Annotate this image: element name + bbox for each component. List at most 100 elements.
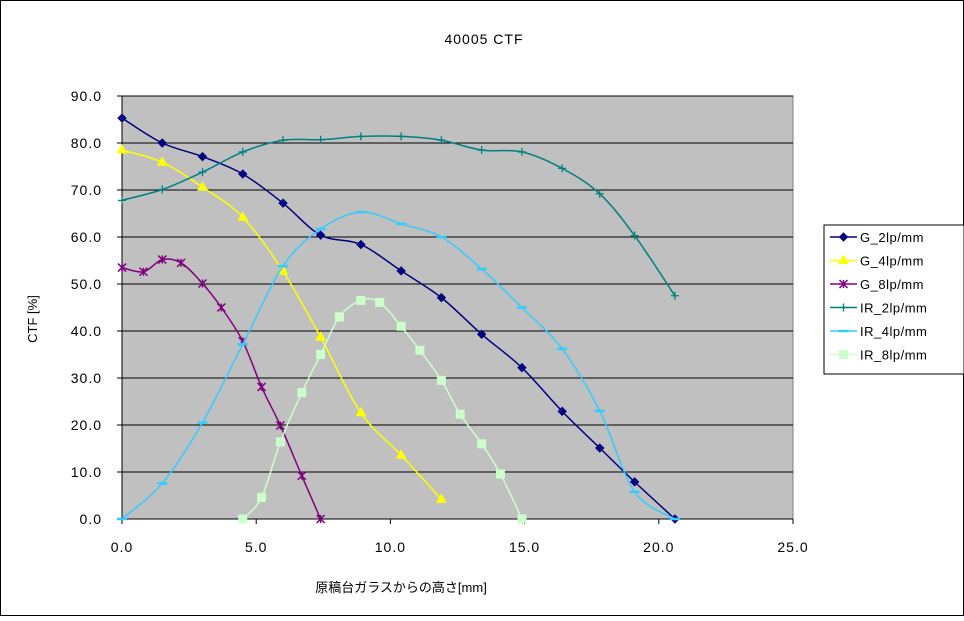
legend-label: G_4lp/mm (860, 254, 924, 269)
x-axis-label: 原稿台ガラスからの高さ[mm] (315, 580, 487, 595)
data-point (455, 409, 465, 419)
data-point (118, 196, 126, 205)
data-point (275, 437, 285, 447)
y-tick-label: 20.0 (71, 417, 102, 433)
x-tick-label: 20.0 (643, 539, 674, 555)
series-g-4lp-mm (116, 144, 447, 503)
data-point (156, 156, 168, 166)
data-point (138, 267, 149, 277)
data-point (257, 382, 267, 392)
data-point (396, 321, 406, 331)
data-point (257, 492, 267, 502)
y-tick-label: 30.0 (71, 370, 102, 386)
data-point (297, 388, 307, 398)
legend-label: IR_8lp/mm (860, 348, 927, 363)
data-point (315, 230, 326, 240)
y-tick-label: 0.0 (80, 511, 102, 527)
y-tick-label: 50.0 (71, 276, 102, 292)
legend-marker (838, 279, 849, 289)
x-tick-label: 15.0 (509, 539, 540, 555)
data-point (238, 514, 248, 524)
y-tick-label: 80.0 (71, 135, 102, 151)
data-point (238, 169, 248, 179)
axes: 0.0 10.0 20.0 30.0 40.0 50.0 60.0 70.0 80.0 90.0 0… (71, 88, 808, 555)
series-layer (116, 113, 680, 524)
data-point (356, 295, 366, 305)
data-point (436, 292, 447, 303)
legend: G_2lp/mm G_4lp/mm G_8lp/mm IR_2lp/mm IR_4lp/… (823, 224, 964, 375)
data-point (356, 132, 365, 141)
data-point (334, 312, 344, 322)
data-point (375, 297, 385, 307)
y-tick-label: 70.0 (71, 182, 102, 198)
data-point (157, 138, 167, 148)
x-tick-label: 0.0 (111, 539, 133, 555)
data-point (157, 255, 167, 265)
data-point (117, 113, 127, 123)
data-point (595, 443, 605, 453)
data-point (315, 331, 326, 341)
data-point (437, 136, 446, 145)
data-point (176, 258, 186, 268)
data-point (396, 266, 406, 276)
data-point (436, 493, 447, 503)
legend-marker (838, 232, 849, 242)
y-tick-label: 60.0 (71, 229, 102, 245)
data-point (117, 263, 127, 273)
series-g-2lp-mm (117, 113, 680, 524)
data-point (238, 147, 247, 156)
data-point (278, 198, 288, 208)
data-point (216, 302, 226, 313)
legend-marker (839, 303, 848, 312)
data-point (198, 168, 207, 177)
data-point (557, 406, 567, 417)
y-tick-label: 90.0 (71, 88, 102, 104)
data-point (595, 189, 604, 198)
data-point (436, 375, 446, 385)
data-point (316, 514, 326, 524)
data-point (197, 181, 208, 191)
data-point (629, 477, 640, 487)
data-point (356, 239, 366, 250)
data-point (237, 211, 249, 221)
series-ir-8lp-mm (238, 295, 527, 524)
data-point (558, 164, 567, 173)
legend-marker (839, 350, 848, 359)
legend-marker (838, 254, 849, 264)
legend-label: G_8lp/mm (860, 277, 924, 292)
x-tick-label: 5.0 (245, 539, 267, 555)
legend-label: G_2lp/mm (860, 230, 924, 245)
data-point (275, 420, 285, 431)
x-tick-label: 25.0 (777, 539, 808, 555)
data-point (415, 345, 425, 355)
data-point (495, 469, 505, 479)
data-point (517, 362, 527, 373)
y-axis-label: CTF [%] (25, 295, 40, 343)
data-point (395, 449, 407, 459)
data-point (116, 144, 128, 154)
data-point (316, 135, 325, 144)
data-point (297, 471, 307, 481)
data-point (197, 278, 208, 289)
y-tick-label: 40.0 (71, 323, 102, 339)
data-point (316, 350, 326, 359)
y-tick-label: 10.0 (71, 464, 102, 480)
chart-title: 40005 CTF (444, 31, 523, 47)
data-point (670, 291, 679, 300)
data-point (197, 151, 208, 162)
legend-box (823, 224, 964, 375)
series-ir-2lp-mm (118, 132, 679, 300)
data-point (476, 329, 487, 339)
x-tick-label: 10.0 (375, 539, 406, 555)
data-point (477, 439, 487, 449)
series-ir-4lp-mm (117, 210, 680, 521)
data-point (630, 231, 639, 240)
data-point (517, 514, 527, 524)
legend-label: IR_4lp/mm (860, 324, 927, 339)
data-point (517, 147, 526, 156)
data-point (355, 406, 367, 417)
plot-area (121, 95, 794, 520)
legend-label: IR_2lp/mm (860, 301, 927, 316)
